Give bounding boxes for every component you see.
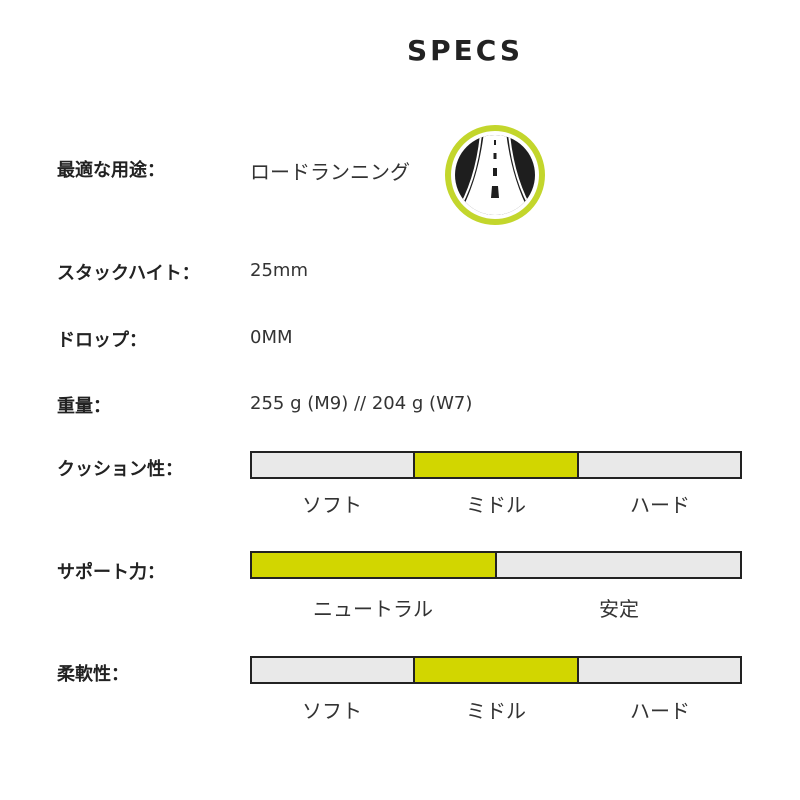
- cushion-scale-label: ハード: [630, 493, 690, 517]
- support-bar: [250, 551, 742, 579]
- flex-scale-label: ソフト: [302, 699, 362, 723]
- support-segment-stability: [495, 553, 740, 577]
- support-segment-neutral: [252, 553, 495, 577]
- flex-segment-middle: [413, 658, 577, 682]
- drop-value: 0MM: [250, 327, 293, 348]
- weight-value: 255 g (M9) // 204 g (W7): [250, 393, 473, 414]
- cushion-scale-label: ソフト: [302, 493, 362, 517]
- cushion-scale: ソフト ミドル ハード: [250, 489, 742, 518]
- flex-segment-soft: [252, 658, 414, 682]
- cushion-segment-hard: [576, 453, 740, 477]
- stack-label: スタックハイト：: [57, 263, 200, 284]
- flex-label: 柔軟性：: [57, 664, 129, 685]
- cushion-segment-soft: [252, 453, 414, 477]
- flex-scale-label: ミドル: [466, 699, 526, 723]
- road-icon: [445, 125, 545, 225]
- weight-label: 重量：: [57, 396, 111, 417]
- drop-label: ドロップ：: [57, 330, 147, 351]
- cushion-label: クッション性：: [57, 459, 183, 480]
- support-scale: ニュートラル 安定: [250, 593, 742, 622]
- flex-scale-label: ハード: [630, 699, 690, 723]
- cushion-scale-label: ミドル: [466, 493, 526, 517]
- usage-label: 最適な用途：: [57, 160, 165, 181]
- support-label: サポート力：: [57, 562, 165, 583]
- flex-scale: ソフト ミドル ハード: [250, 695, 742, 724]
- support-scale-label: ニュートラル: [313, 597, 433, 621]
- usage-value: ロードランニング: [250, 160, 410, 184]
- flex-bar: [250, 656, 742, 684]
- page-title: SPECS: [406, 34, 524, 67]
- cushion-segment-middle: [413, 453, 577, 477]
- cushion-bar: [250, 451, 742, 479]
- support-scale-label: 安定: [599, 597, 639, 621]
- stack-value: 25mm: [250, 260, 308, 281]
- flex-segment-hard: [576, 658, 740, 682]
